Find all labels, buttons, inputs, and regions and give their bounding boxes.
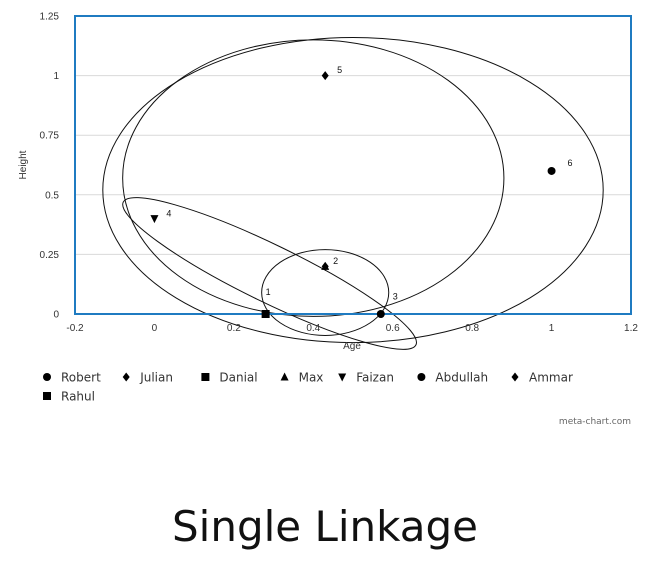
data-point-danial — [261, 310, 270, 318]
legend-label-ammar: Ammar — [529, 371, 573, 385]
cluster-number-label: 5 — [337, 65, 342, 75]
x-tick-label: 1.2 — [624, 323, 638, 334]
legend-marker-max — [280, 372, 289, 381]
legend-label-robert: Robert — [61, 371, 101, 385]
legend-label-faizan: Faizan — [356, 371, 394, 385]
legend-marker-ammar — [511, 372, 519, 382]
legend-marker-robert — [43, 373, 51, 381]
point-annotations: 1 2 3 4 5 6 — [166, 65, 572, 301]
plot-frame — [74, 15, 632, 315]
y-tick-label: 1.25 — [40, 12, 60, 23]
legend-marker-danial — [201, 373, 210, 381]
cluster-number-label: 3 — [393, 292, 398, 302]
legend: Robert Julian Danial Max Faizan Abdullah Ammar… — [43, 371, 573, 404]
grid-lines — [75, 15, 631, 315]
cluster-number-label: 2 — [333, 256, 338, 266]
cluster-number-label: 6 — [567, 158, 572, 168]
data-point-robert — [376, 310, 385, 318]
legend-label-max: Max — [299, 371, 324, 385]
cluster-number-label: 1 — [266, 287, 271, 297]
x-tick-label: 0.2 — [227, 323, 241, 334]
y-tick-label: 0.25 — [40, 250, 60, 261]
y-tick-label: 0.75 — [40, 131, 60, 142]
x-tick-label: 1 — [549, 323, 555, 334]
y-tick-label: 1 — [53, 71, 59, 82]
cluster-ellipse-2 — [122, 197, 417, 350]
data-point-faizan — [150, 215, 159, 224]
x-axis-label: Age — [343, 341, 361, 352]
legend-label-julian: Julian — [139, 371, 173, 385]
data-point-ammar — [321, 71, 329, 81]
legend-marker-abdullah — [417, 373, 426, 381]
x-tick-label: -0.2 — [66, 323, 84, 334]
legend-label-abdullah: Abdullah — [435, 371, 488, 385]
y-tick-label: 0.5 — [45, 190, 59, 201]
data-point-ammar — [321, 261, 329, 271]
cluster-number-label: 4 — [166, 208, 171, 218]
x-tick-label: 0.4 — [306, 323, 320, 334]
cluster-ellipse-1 — [261, 249, 390, 336]
legend-marker-faizan — [338, 373, 347, 382]
axis-ticks: -0.2 0 0.2 0.4 0.6 0.8 1 1.2 0 0.25 0.5 0.75 1 1.25 — [40, 12, 639, 335]
cluster-ellipses — [102, 36, 604, 350]
legend-label-rahul: Rahul — [61, 390, 95, 404]
legend-label-danial: Danial — [219, 371, 257, 385]
data-point-abdullah — [547, 166, 556, 175]
legend-marker-julian — [122, 372, 130, 382]
x-tick-label: 0.8 — [465, 323, 479, 334]
data-points — [150, 71, 556, 318]
credit-text: meta-chart.com — [559, 417, 631, 427]
legend-marker-rahul — [43, 392, 51, 400]
cluster-ellipse-3 — [122, 39, 505, 317]
x-tick-label: 0.6 — [386, 323, 400, 334]
y-axis-label: Height — [18, 150, 29, 179]
x-tick-label: 0 — [152, 323, 158, 334]
cluster-ellipse-4 — [102, 36, 604, 344]
chart-caption: Single Linkage — [172, 502, 478, 551]
y-tick-label: 0 — [53, 310, 59, 321]
